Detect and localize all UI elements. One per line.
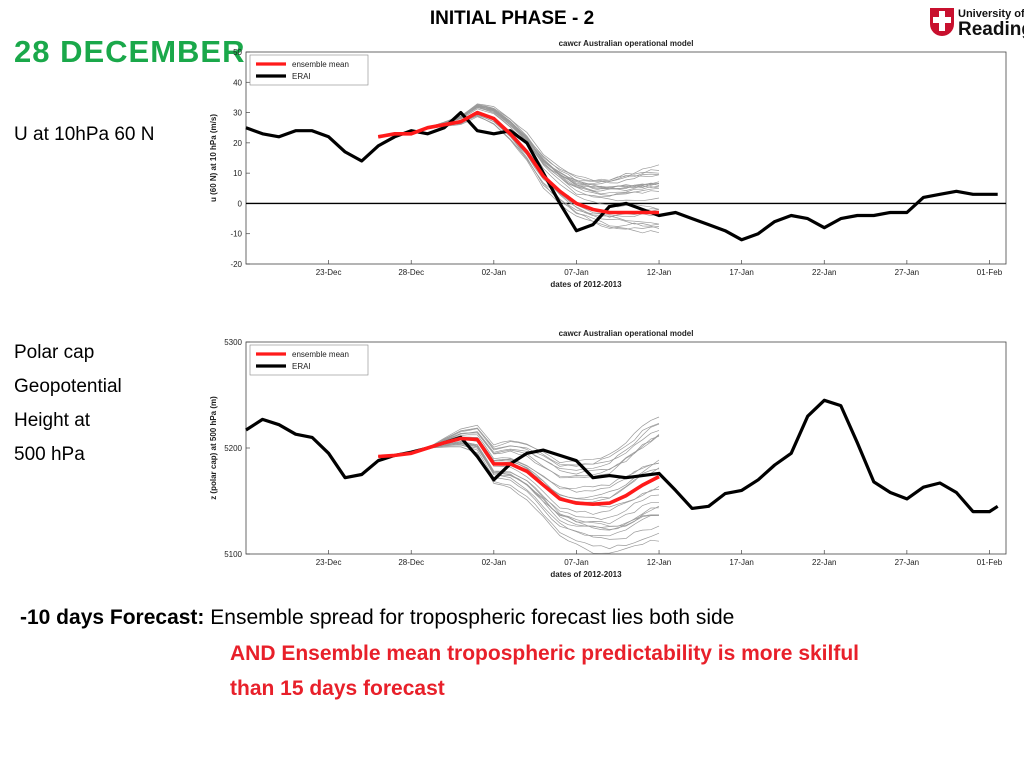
y-tick-label: 5300 (224, 338, 242, 347)
erai-line (245, 398, 999, 514)
legend-label: ERAI (292, 72, 311, 81)
forecast-conclusion: AND Ensemble mean tropospheric predictab… (230, 636, 1010, 706)
conclusion-line-2: than 15 days forecast (230, 677, 445, 700)
legend-box (249, 54, 369, 86)
legend-label: ensemble mean (292, 60, 349, 69)
zonal-wind-chart: cawcr Australian operational model -20 -10… (209, 39, 1007, 289)
x-axis-label: dates of 2012-2013 (550, 570, 622, 579)
x-tick-label: 02-Jan (482, 268, 506, 277)
y-tick-label: 20 (233, 139, 242, 148)
x-tick-label: 07-Jan (564, 558, 588, 567)
x-tick-label: 27-Jan (895, 558, 919, 567)
erai-line (245, 110, 998, 242)
x-tick-label: 23-Dec (316, 268, 342, 277)
x-tick-label: 23-Dec (316, 558, 342, 567)
geopotential-chart: cawcr Australian operational model 5100 52… (209, 329, 1007, 579)
y-tick-label: 50 (233, 48, 242, 57)
chart2-side-label: Polar cap Geopotential Height at 500 hPa (14, 336, 204, 472)
y-tick-label: 5200 (224, 444, 242, 453)
x-axis-label: dates of 2012-2013 (550, 280, 622, 289)
legend-label: ensemble mean (292, 350, 349, 359)
y-tick-label: 30 (233, 109, 242, 118)
y-axis-label: u (60 N) at 10 hPa (m/s) (209, 114, 218, 202)
slide-title: INITIAL PHASE - 2 (429, 8, 595, 29)
x-tick-label: 12-Jan (647, 268, 671, 277)
chart1-side-label: U at 10hPa 60 N (14, 124, 155, 145)
x-tick-label: 01-Feb (977, 558, 1003, 567)
chart-title: cawcr Australian operational model (559, 39, 694, 48)
chart-title: cawcr Australian operational model (559, 329, 694, 338)
y-tick-label: -10 (230, 230, 242, 239)
y-tick-label: 5100 (224, 550, 242, 559)
x-tick-label: 22-Jan (812, 268, 836, 277)
legend-label: ERAI (292, 362, 311, 371)
y-tick-label: 40 (233, 78, 242, 87)
x-tick-label: 27-Jan (895, 268, 919, 277)
chart2-label-line: Geopotential (14, 376, 122, 397)
x-tick-label: 07-Jan (564, 268, 588, 277)
x-tick-label: 17-Jan (729, 268, 753, 277)
ensemble-mean-line (378, 436, 660, 506)
chart2-label-line: Height at (14, 410, 91, 431)
y-axis-label: z (polar cap) at 500 hPa (m) (209, 396, 218, 500)
forecast-lead: -10 days Forecast: (20, 606, 205, 629)
x-tick-label: 02-Jan (482, 558, 506, 567)
forecast-text: Ensemble spread for tropospheric forecas… (204, 606, 735, 629)
chart-legend: ensemble mean ERAI (249, 54, 369, 86)
university-logo: University of Reading (930, 8, 1024, 40)
x-tick-label: 12-Jan (647, 558, 671, 567)
x-tick-label: 01-Feb (977, 268, 1003, 277)
y-tick-label: 10 (233, 169, 242, 178)
x-tick-label: 22-Jan (812, 558, 836, 567)
crest-icon (930, 8, 954, 36)
ensemble-mean-line (377, 110, 659, 215)
chart2-label-line: Polar cap (14, 342, 95, 363)
y-tick-label: -20 (230, 260, 242, 269)
legend-box (249, 344, 369, 376)
y-tick-label: 0 (238, 199, 243, 208)
logo-line-1: University of (958, 8, 1024, 20)
chart2-label-line: 500 hPa (14, 444, 85, 465)
x-tick-label: 28-Dec (398, 268, 424, 277)
chart-legend: ensemble mean ERAI (249, 344, 369, 376)
plot-area (245, 341, 1007, 555)
date-heading: 28 DECEMBER (14, 34, 246, 69)
conclusion-line-1: AND Ensemble mean tropospheric predictab… (230, 642, 859, 665)
x-tick-label: 28-Dec (398, 558, 424, 567)
x-tick-label: 17-Jan (729, 558, 753, 567)
logo-line-2: Reading (958, 19, 1024, 40)
forecast-summary: -10 days Forecast: Ensemble spread for t… (20, 600, 1010, 636)
